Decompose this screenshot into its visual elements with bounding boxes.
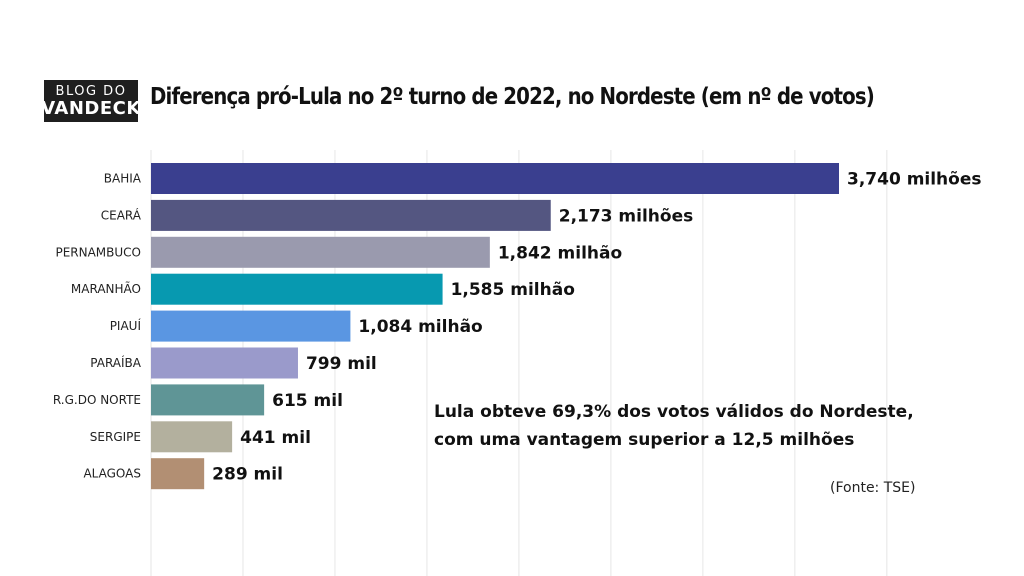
data-label: 615 mil: [272, 391, 343, 411]
category-label: SERGIPE: [90, 430, 141, 444]
data-label: 441 mil: [240, 428, 311, 448]
bar: [151, 421, 233, 453]
data-label: 799 mil: [306, 354, 377, 374]
bar: [151, 273, 443, 305]
bar: [151, 310, 351, 342]
annotation-line-2: com uma vantagem superior a 12,5 milhões: [434, 430, 855, 450]
data-label: 2,173 milhões: [559, 206, 694, 226]
category-label: MARANHÃO: [71, 281, 141, 296]
category-label: ALAGOAS: [83, 467, 141, 481]
category-label: CEARÁ: [101, 207, 142, 222]
source-note: (Fonte: TSE): [830, 480, 916, 496]
bar: [151, 236, 490, 268]
category-label: R.G.DO NORTE: [53, 393, 141, 407]
data-label: 3,740 milhões: [847, 170, 982, 190]
bar: [151, 384, 265, 416]
blog-logo: BLOG DO VANDECK: [41, 80, 141, 122]
category-label: BAHIA: [104, 172, 142, 186]
data-label: 1,084 milhão: [358, 317, 482, 337]
category-label: PERNAMBUCO: [55, 245, 141, 259]
bar: [151, 347, 298, 379]
bar: [151, 458, 205, 490]
data-label: 1,842 milhão: [498, 243, 622, 263]
chart-title: Diferença pró-Lula no 2º turno de 2022, …: [150, 84, 875, 110]
logo-line-2: VANDECK: [41, 97, 141, 119]
logo-line-1: BLOG DO: [55, 83, 127, 99]
category-label: PARAÍBA: [90, 355, 142, 370]
bar: [151, 199, 551, 231]
annotation-text: Lula obteve 69,3% dos votos válidos do N…: [434, 398, 914, 454]
bar: [151, 163, 839, 194]
category-label: PIAUÍ: [110, 318, 142, 333]
data-label: 1,585 milhão: [451, 280, 575, 300]
annotation-line-1: Lula obteve 69,3% dos votos válidos do N…: [434, 402, 914, 422]
data-label: 289 mil: [212, 465, 283, 485]
